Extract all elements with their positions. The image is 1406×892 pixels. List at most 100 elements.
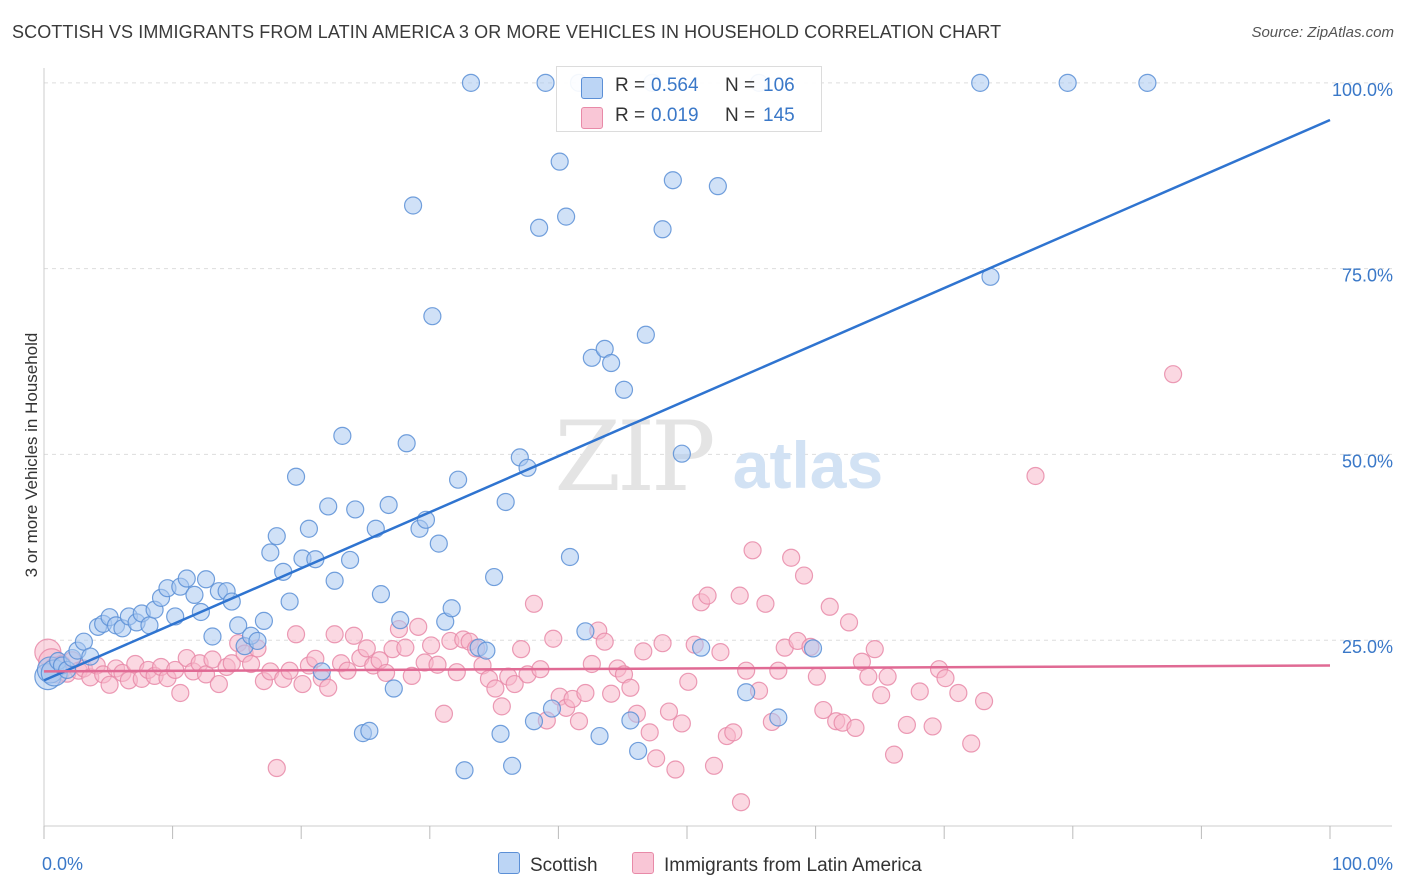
latin-america-points [34,365,1183,812]
latin-america-point [878,667,897,686]
scottish-point [557,207,576,226]
legend-r-value-latin: 0.019 [651,105,699,126]
latin-america-point [1026,466,1045,486]
legend-r-label: R = [615,75,646,96]
scottish-point [524,712,544,731]
scottish-point [429,534,448,553]
latin-america-point [524,594,544,613]
scottish-point [360,721,379,740]
scottish-legend-swatch [498,852,520,874]
trend-lines [43,118,1331,682]
scottish-point [737,683,756,702]
scottish-point [346,500,365,519]
latin-swatch [581,107,603,129]
scottish-point [391,611,410,630]
latin-america-point [409,617,428,636]
latin-america-point [447,663,466,682]
y-tick-label: 25.0% [1342,637,1393,657]
latin-america-point [434,704,454,723]
scottish-point [629,741,648,761]
latin-america-point [731,793,751,812]
scottish-point [312,662,331,681]
legend-r-label: R = [615,105,646,126]
latin-america-point [1164,365,1183,384]
latin-america-point [730,586,749,605]
latin-america-point [884,745,904,764]
latin-legend-swatch [632,852,654,874]
scottish-point [371,585,391,604]
scottish-point [582,348,601,367]
scottish-point [503,756,522,775]
latin-america-point [357,639,376,658]
scottish-point [560,547,580,567]
latin-america-point [241,654,261,674]
latin-america-point [769,661,788,680]
latin-america-point [949,683,968,703]
latin-america-point [807,667,826,686]
latin-america-point [962,734,981,753]
legend-n-value-latin: 145 [763,105,795,126]
latin-america-point [569,712,589,731]
legend-row-scottish: R = 0.564 N = 106 [557,71,821,101]
latin-america-point [325,625,344,644]
latin-america-point [724,723,743,742]
scottish-point [254,611,274,630]
scottish-point [672,444,691,463]
latin-america-point [743,541,762,560]
latin-america-point [711,643,730,662]
scottish-point [286,467,306,486]
latin-america-point [910,682,929,701]
scottish-point [590,726,609,746]
scottish-legend-label: Scottish [530,855,598,876]
scottish-point [185,585,204,604]
scottish-swatch [581,77,603,99]
latin-america-point [203,650,222,669]
scottish-point [442,599,461,618]
scottish-point [769,708,788,727]
latin-america-trend-line [43,664,1331,673]
scottish-point [692,638,711,657]
scottish-point [461,73,481,92]
scottish-point [203,627,222,646]
scottish-point [496,492,515,512]
latin-america-point [396,638,415,657]
watermark-atlas: atlas [733,428,883,502]
scottish-point [333,426,352,445]
latin-america-point [595,632,614,651]
latin-america-point [865,640,884,659]
scottish-point [542,699,562,718]
latin-america-point [286,625,306,644]
y-tick-label: 75.0% [1342,266,1393,286]
latin-america-point [544,629,563,648]
scottish-trend-line [43,118,1331,682]
scottish-point [403,196,423,215]
latin-america-point [647,749,666,768]
bottom-legend-scottish: Scottish [498,852,598,877]
latin-america-point [659,702,679,721]
scottish-point [708,177,727,196]
scottish-point [397,434,416,453]
latin-america-point [293,674,312,694]
scottish-points [34,73,1157,780]
latin-america-point [209,674,228,694]
scottish-point [477,641,496,660]
legend-n-label: N = [725,105,756,126]
latin-america-point [756,594,775,613]
scottish-point [491,724,510,743]
scottish-point [261,543,280,562]
latin-america-point [505,674,524,694]
scottish-point [576,622,595,641]
latin-america-point [704,756,724,775]
latin-america-point [421,636,441,655]
scottish-point [971,73,990,92]
scottish-point [196,570,216,589]
correlation-legend: R = 0.564 N = 106 R = 0.019 N = 145 [556,66,822,132]
chart-title: SCOTTISH VS IMMIGRANTS FROM LATIN AMERIC… [12,22,1002,42]
scottish-point [325,571,344,590]
latin-america-point [839,613,859,632]
bottom-legend-latin: Immigrants from Latin America [632,852,922,877]
scottish-point [384,679,403,698]
latin-america-point [794,566,814,585]
grid-lines [44,82,1392,641]
scottish-point [602,353,621,373]
